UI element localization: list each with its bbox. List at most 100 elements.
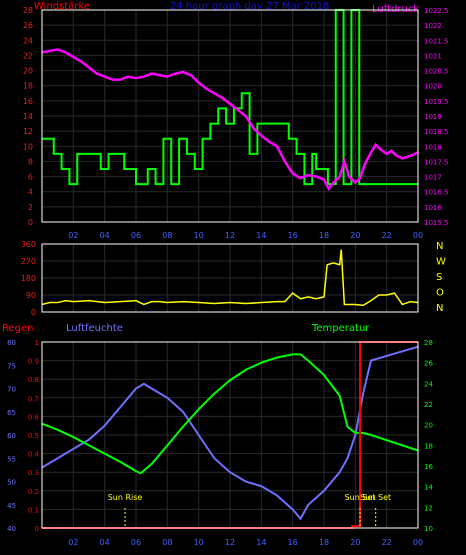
wind-y-tick: 20 [23,67,33,76]
humidity-y-tick: 80 [7,339,16,347]
humidity-y-tick: 55 [7,455,16,463]
humidity-y-tick: 45 [7,502,16,510]
x-tick-label: 04 [100,538,110,547]
wind-pressure-panel: 02468101214161820222426281015.510161016.… [23,6,449,240]
pressure-y-tick: 1017 [424,174,442,182]
pressure-y-tick: 1021 [424,52,442,60]
humidity-y-tick: 40 [7,525,16,533]
x-tick-label: 00 [413,231,423,240]
wind-y-tick: 24 [23,36,33,45]
wind-y-tick: 16 [23,97,33,106]
direction-y-tick: 90 [26,291,36,300]
x-tick-label: 10 [194,231,204,240]
temperature-y-tick: 20 [424,422,433,430]
wind-y-tick: 14 [23,112,33,121]
wind-y-tick: 0 [28,218,33,227]
temperature-y-tick: 28 [424,339,433,347]
pressure-y-tick: 1019.5 [424,98,449,106]
rain-y-tick: 0.9 [28,358,39,366]
wind-frame [41,9,419,223]
humidity-series [41,345,419,521]
direction-label: N [436,241,443,252]
x-tick-label: 18 [319,538,329,547]
direction-y-tick: 360 [21,240,36,249]
wind-y-tick: 26 [23,21,33,30]
pressure-y-tick: 1016 [424,204,442,212]
pressure-y-tick: 1021.5 [424,37,449,45]
temperature-y-tick: 26 [424,360,433,368]
x-tick-label: 22 [382,231,392,240]
humidity-y-tick: 50 [7,479,16,487]
pressure-y-tick: 1016.5 [424,189,449,197]
x-tick-label: 20 [350,231,360,240]
pressure-y-tick: 1019 [424,113,442,121]
x-tick-label: 20 [350,538,360,547]
x-tick-label: 18 [319,231,329,240]
pressure-y-tick: 1022 [424,22,442,30]
x-tick-label: 14 [256,231,266,240]
temperature-y-tick: 14 [424,484,433,492]
direction-label: S [436,272,442,283]
rain-frame [41,341,419,529]
temperature-y-tick: 18 [424,442,433,450]
direction-label: W [436,257,446,268]
rain-title: Regen [2,323,34,334]
temperature-y-tick: 24 [424,380,433,388]
direction-y-tick: 0 [31,308,36,317]
temperature-y-tick: 10 [424,525,433,533]
x-tick-label: 16 [288,231,298,240]
pressure-y-tick: 1020.5 [424,68,449,76]
wind-y-tick: 6 [28,173,33,182]
x-tick-label: 08 [162,231,172,240]
x-tick-label: 04 [100,231,110,240]
x-tick-label: 06 [131,231,141,240]
humidity-y-tick: 65 [7,409,16,417]
wind-y-tick: 28 [23,6,33,15]
direction-label: O [436,288,444,299]
direction-y-tick: 180 [21,274,36,283]
wind-force-series [42,9,418,186]
wind-y-tick: 22 [23,51,33,60]
rain-y-tick: 0.8 [28,376,39,384]
humidity-title: Luftfeuchte [66,323,123,334]
x-tick-label: 16 [288,538,298,547]
x-tick-label: 02 [68,231,78,240]
humidity-y-tick: 60 [7,432,16,440]
x-tick-label: 12 [225,231,235,240]
temperature-y-tick: 16 [424,463,433,471]
x-tick-label: 10 [194,538,204,547]
pressure-y-tick: 1017.5 [424,158,449,166]
wind-y-tick: 4 [28,188,33,197]
rain-y-tick: 0.1 [28,506,39,514]
x-tick-label: 22 [382,538,392,547]
pressure-y-tick: 1015.5 [424,219,449,227]
humidity-y-tick: 70 [7,386,16,394]
wind-y-tick: 2 [28,203,33,212]
pressure-series [41,48,419,191]
rain-y-tick: 0.6 [28,413,40,421]
wind-y-tick: 10 [23,142,33,151]
rain-y-tick: 0.3 [28,469,39,477]
rain-y-tick: 0.5 [28,432,39,440]
pressure-y-tick: 1020 [424,83,442,91]
rain-humidity-temperature-panel: Regen Luftfeuchte Temperatur 0 0.1 0.2 0.3 0.4 0… [2,323,433,547]
rain-y-tick: 0 [35,525,39,533]
x-tick-label: 14 [256,538,266,547]
pressure-y-tick: 1018 [424,143,442,151]
rain-y-tick: 0.4 [28,451,40,459]
sun-annotation: Sun Set [360,493,391,502]
temperature-y-tick: 22 [424,401,433,409]
rain-y-tick: 0.7 [28,395,39,403]
x-tick-label: 12 [225,538,235,547]
temperature-series [41,353,419,475]
x-tick-label: 08 [162,538,172,547]
temperature-y-tick: 12 [424,504,433,512]
wind-y-tick: 18 [23,82,33,91]
direction-frame [41,243,419,313]
x-tick-label: 00 [413,538,423,547]
rain-y-tick: 0.2 [28,488,39,496]
pressure-y-tick: 1022.5 [424,7,449,15]
wind-title: Windstärke [34,1,90,12]
